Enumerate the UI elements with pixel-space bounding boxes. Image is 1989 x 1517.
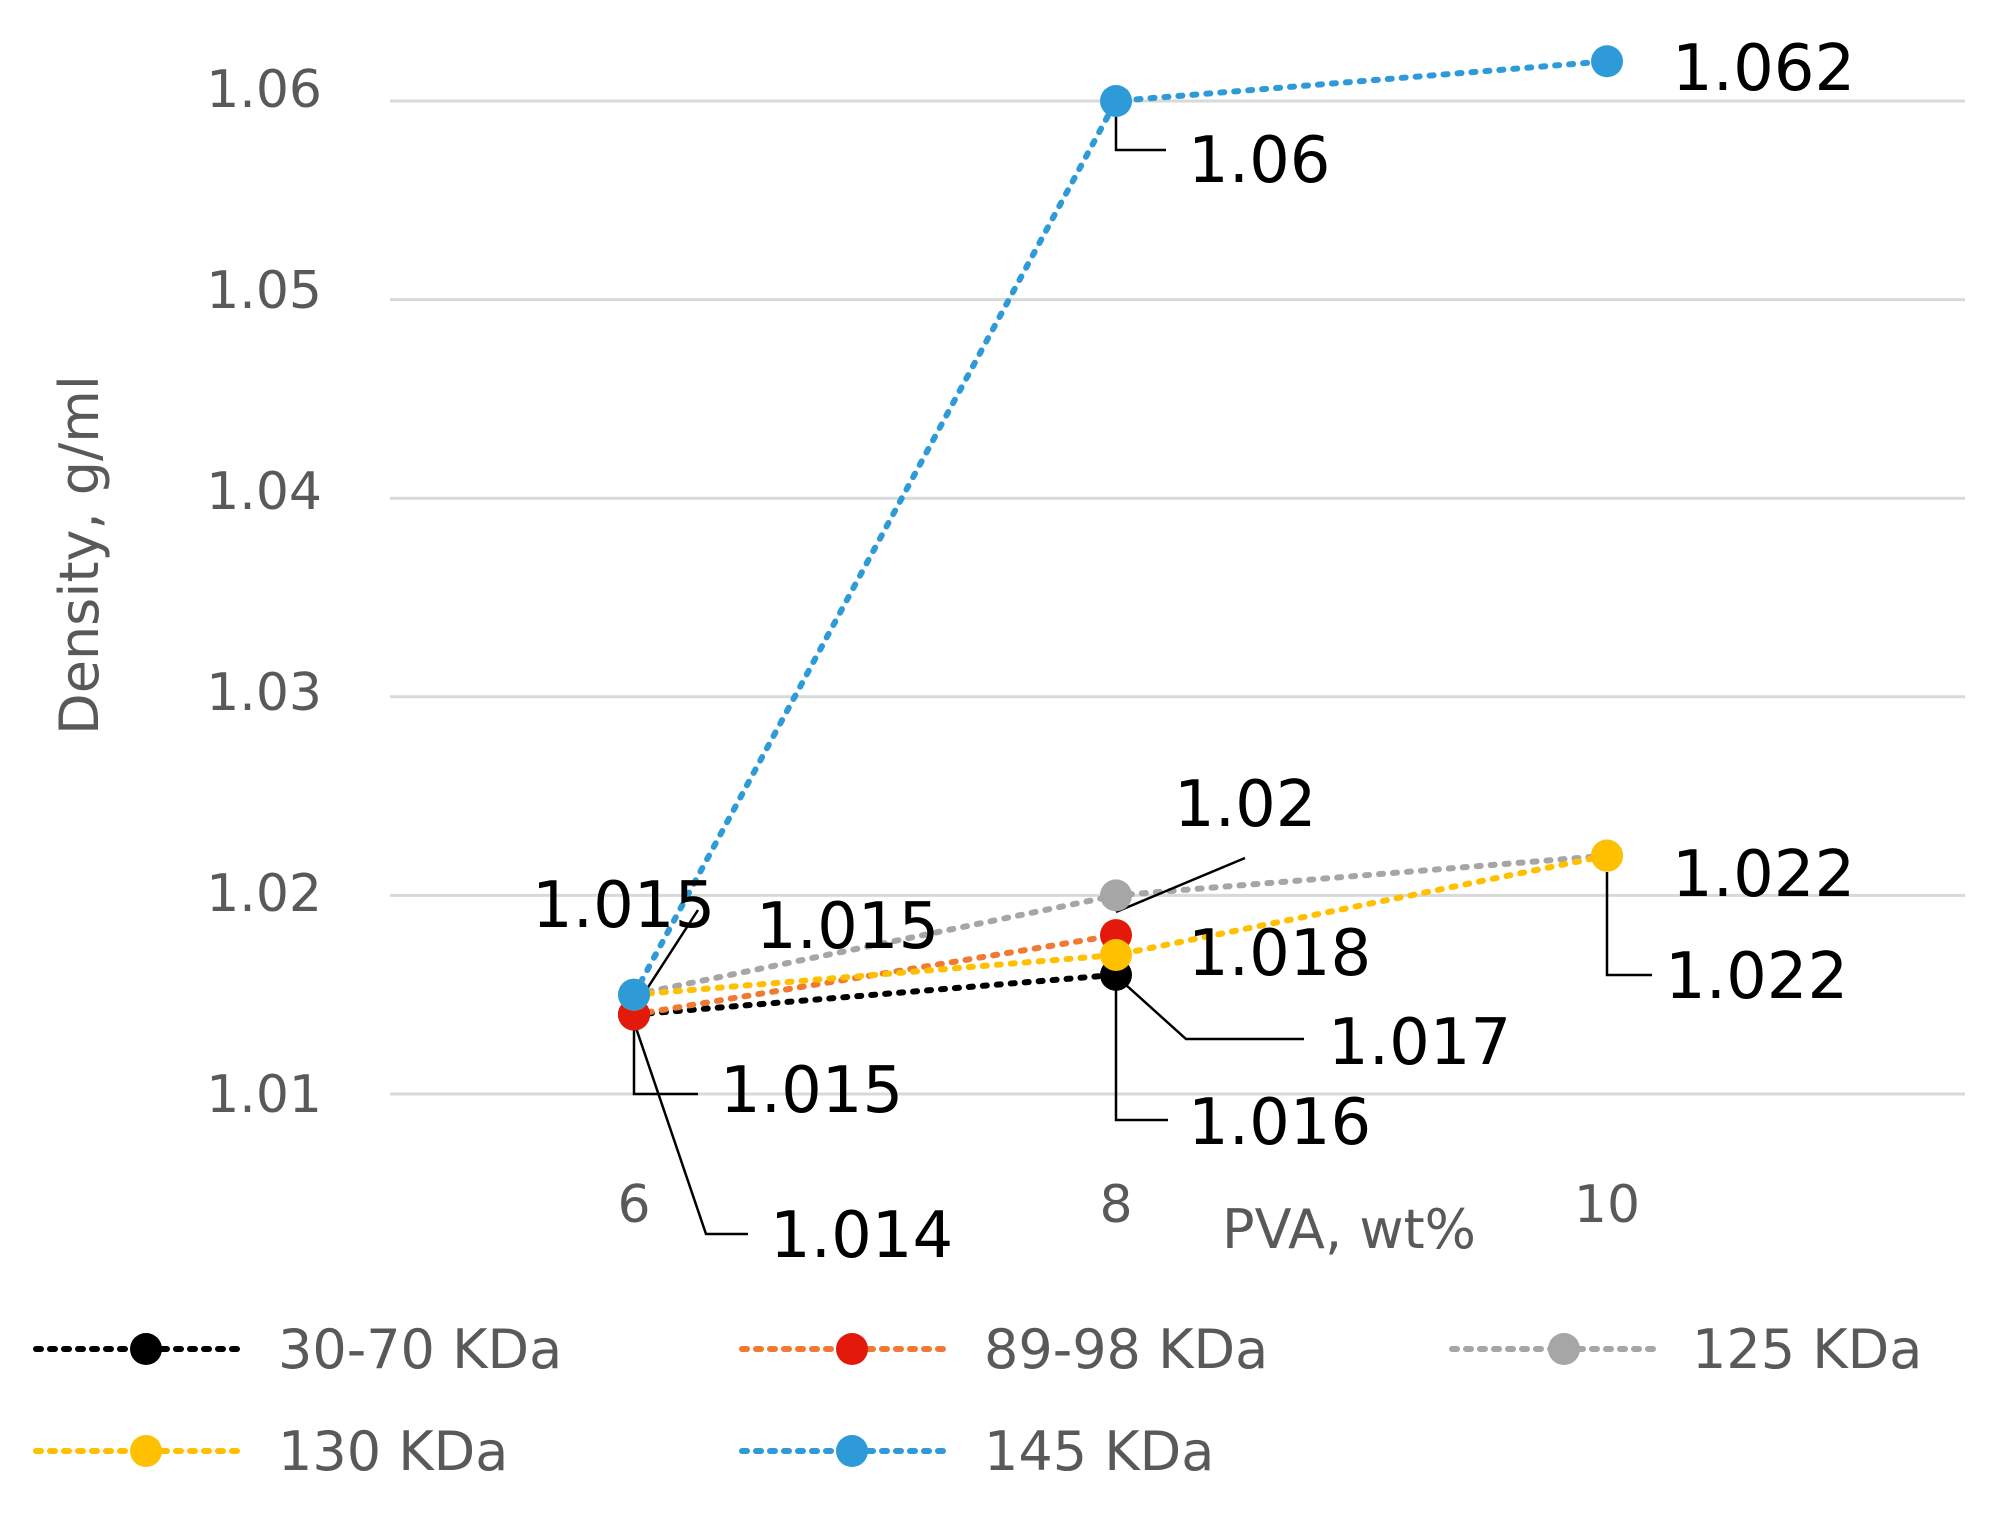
data-point [1100, 85, 1132, 117]
data-labels: 1.015 1.015 1.015 1.014 1.06 1.02 1.018 … [532, 32, 1855, 1273]
label-30-70kda-8: 1.016 [1188, 1086, 1371, 1160]
data-point [1591, 45, 1623, 78]
data-point [1100, 938, 1132, 971]
legend-swatch-marker [1548, 1333, 1580, 1365]
legend-label: 89-98 KDa [984, 1318, 1268, 1381]
leader-line [632, 1021, 748, 1236]
label-30-70kda-6: 1.014 [770, 1199, 953, 1273]
y-tick-label: 1.04 [206, 462, 322, 522]
x-axis-title: PVA, wt% [1222, 1198, 1476, 1261]
data-point [1100, 879, 1132, 912]
legend-label: 145 KDa [984, 1420, 1214, 1483]
series-line [631, 852, 1610, 998]
label-130kda-10: 1.022 [1665, 940, 1848, 1014]
y-axis-ticks: 1.01 1.02 1.03 1.04 1.05 1.06 [206, 60, 322, 1125]
legend-label: 30-70 KDa [278, 1318, 562, 1381]
x-tick-label: 6 [617, 1175, 650, 1235]
series-line [631, 58, 1610, 998]
legend-item-89-98kda: 89-98 KDa [739, 1318, 1268, 1381]
leader-line [1114, 990, 1168, 1122]
leader-line [1114, 101, 1166, 152]
y-axis-title: Density, g/ml [48, 375, 111, 735]
label-130kda-8: 1.017 [1328, 1006, 1511, 1080]
legend-swatch-marker [130, 1333, 162, 1365]
gridlines [390, 99, 1965, 1096]
label-145kda-6: 1.015 [532, 869, 715, 943]
legend-item-30-70kda: 30-70 KDa [33, 1318, 562, 1381]
legend-swatch-marker [836, 1435, 868, 1467]
leader-line [632, 1009, 698, 1096]
label-89-98kda-8: 1.018 [1188, 917, 1371, 991]
x-axis-ticks: 6 8 10 [617, 1175, 1640, 1235]
data-point [618, 978, 650, 1011]
legend-item-145kda: 145 KDa [739, 1420, 1214, 1483]
legend-label: 125 KDa [1692, 1318, 1922, 1381]
y-tick-label: 1.03 [206, 663, 322, 723]
leader-line [1115, 975, 1304, 1041]
legend-item-125kda: 125 KDa [1449, 1318, 1922, 1381]
legend-swatch-marker [836, 1333, 868, 1365]
label-145kda-10: 1.062 [1672, 32, 1855, 106]
label-125kda-8: 1.02 [1174, 768, 1317, 842]
label-125kda-10: 1.022 [1672, 838, 1855, 912]
series-markers [618, 45, 1623, 1031]
series-lines [631, 58, 1610, 1018]
legend-label: 130 KDa [278, 1420, 508, 1483]
y-tick-label: 1.05 [206, 261, 322, 321]
legend-item-130kda: 130 KDa [33, 1420, 508, 1483]
leader-line [1115, 856, 1246, 914]
legend: 30-70 KDa 89-98 KDa 125 KDa 130 KDa 145 … [33, 1318, 1922, 1483]
series-line [631, 971, 1119, 1018]
x-tick-label: 10 [1574, 1175, 1640, 1235]
label-130kda-6: 1.015 [756, 890, 939, 964]
y-tick-label: 1.02 [206, 864, 322, 924]
data-point [1591, 839, 1623, 872]
legend-swatch-marker [130, 1435, 162, 1467]
leader-line [1605, 872, 1652, 977]
label-145kda-8: 1.06 [1188, 124, 1331, 198]
y-tick-label: 1.06 [206, 60, 322, 120]
y-tick-label: 1.01 [206, 1065, 322, 1125]
x-tick-label: 8 [1099, 1175, 1132, 1235]
label-125kda-6: 1.015 [720, 1054, 903, 1128]
